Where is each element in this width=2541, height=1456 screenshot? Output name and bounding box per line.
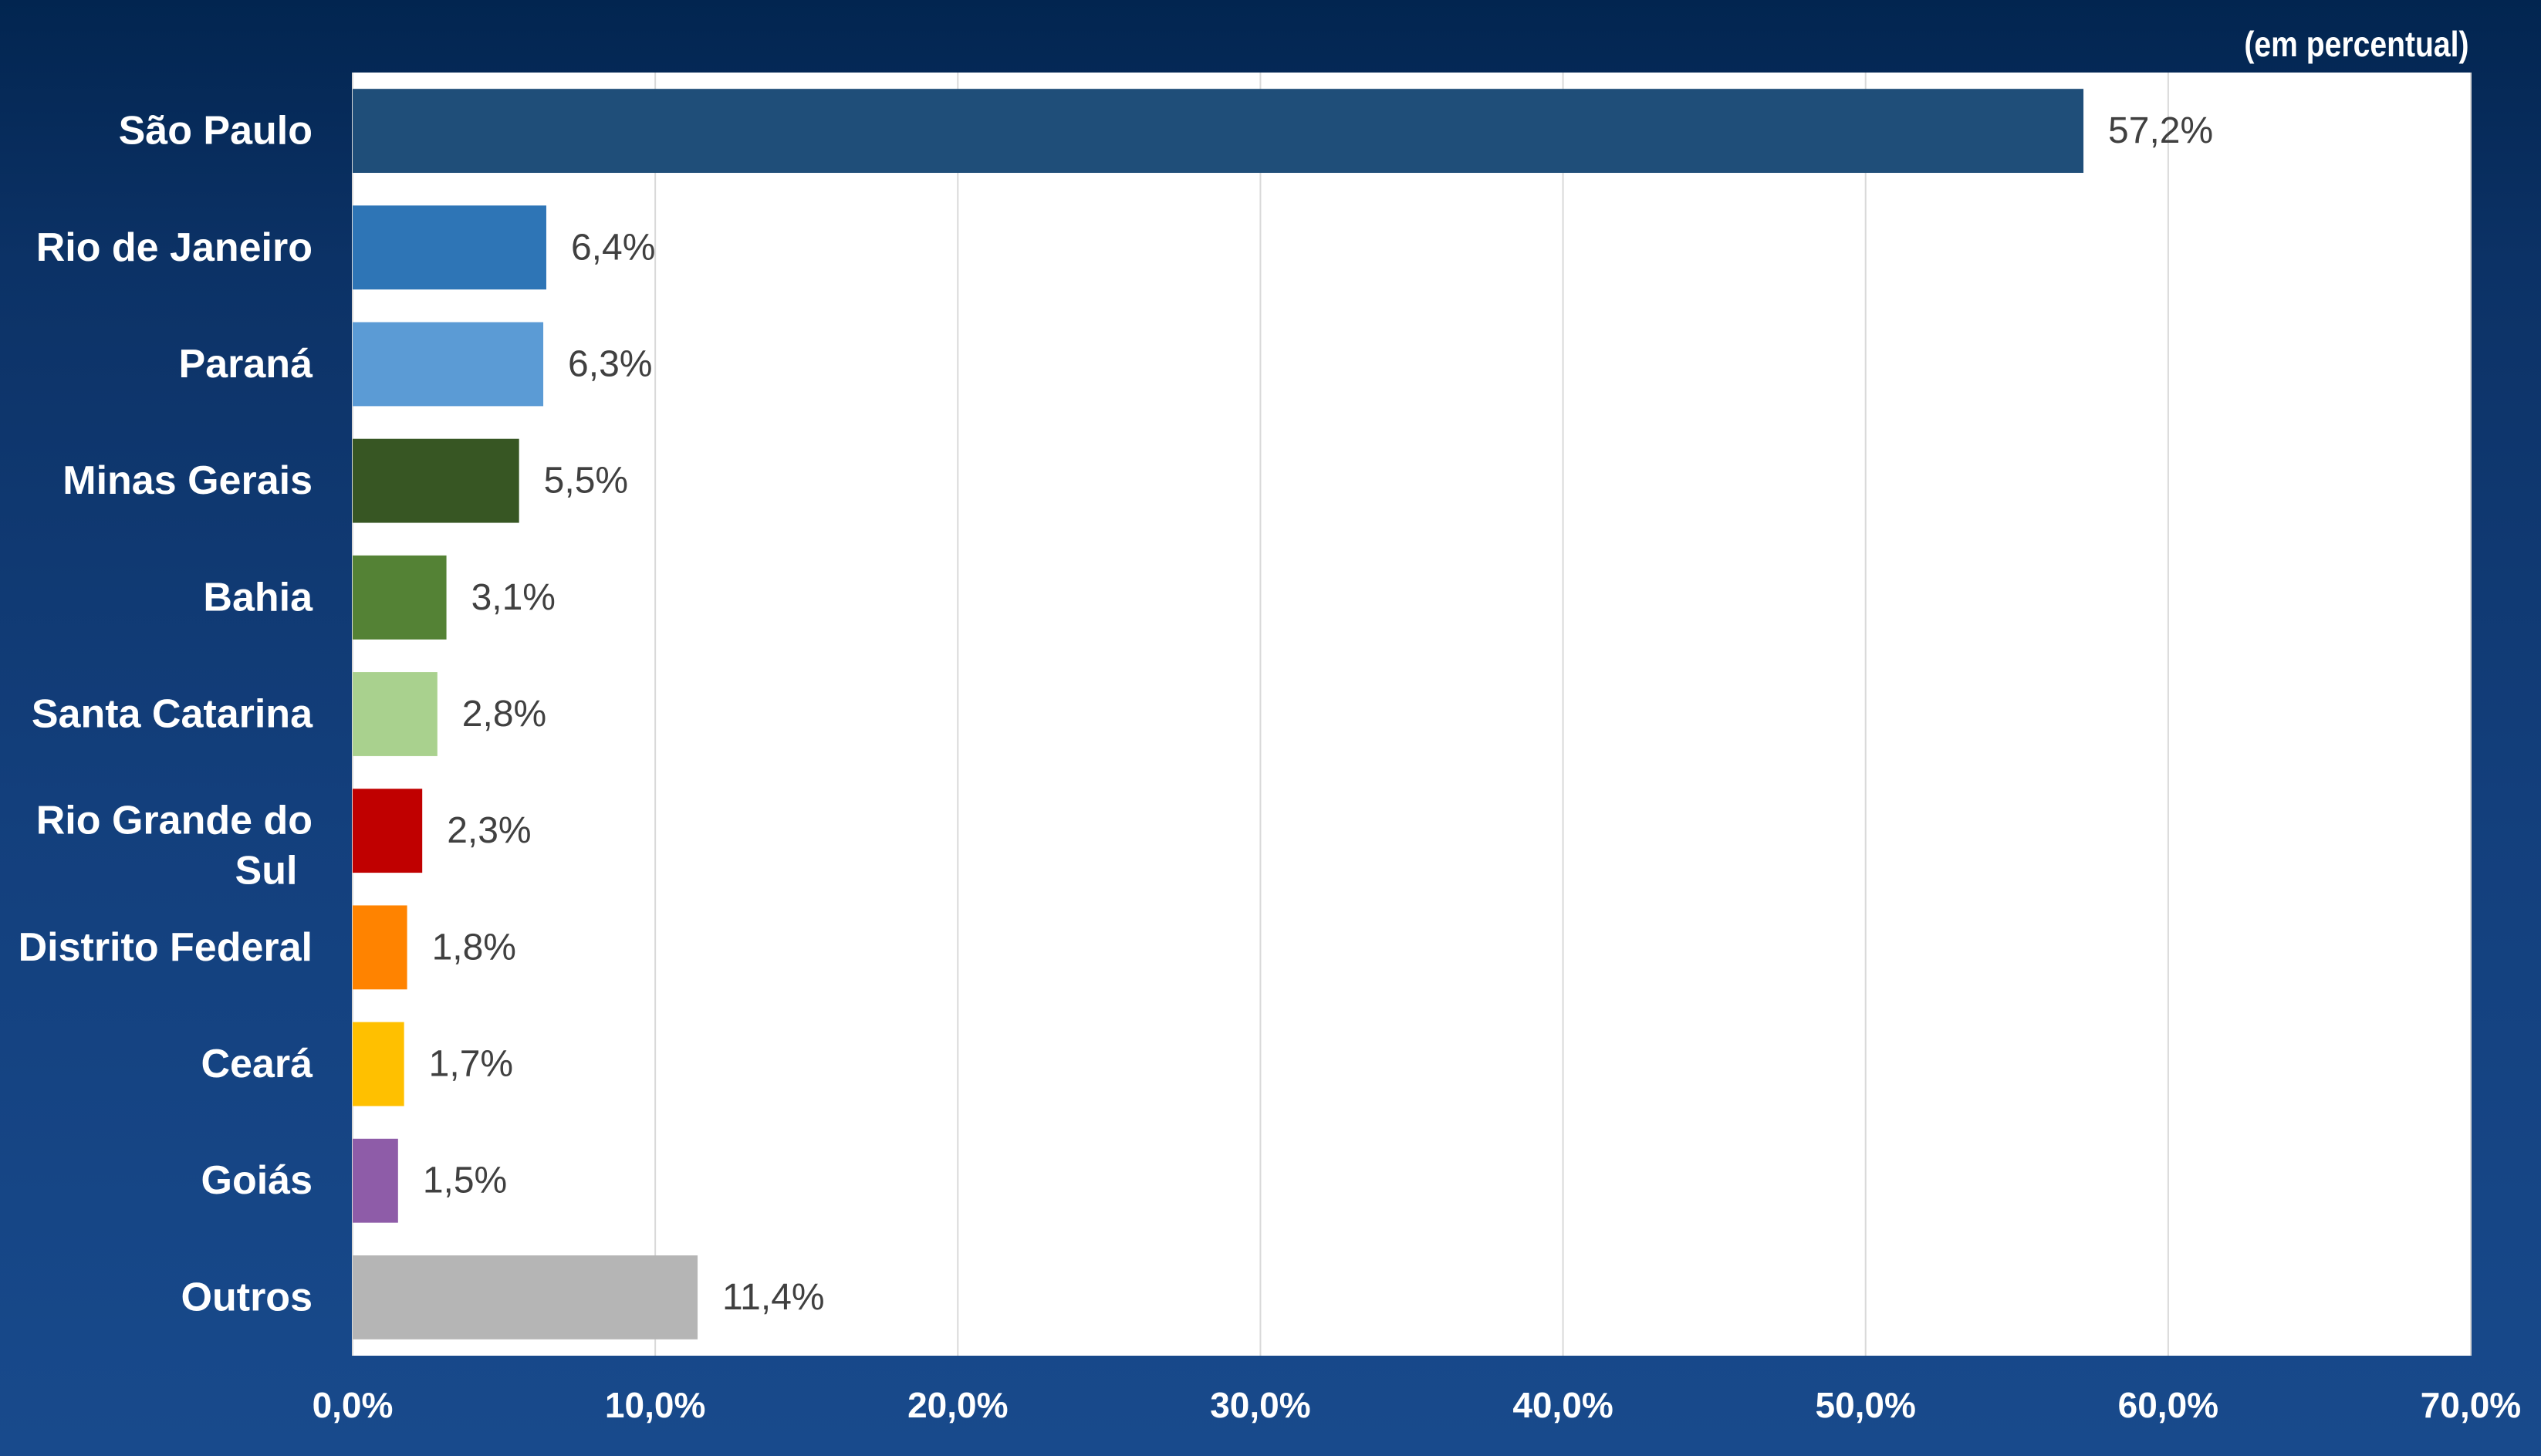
data-label: 2,8% — [462, 694, 546, 735]
category-labels: São Paulo Rio de Janeiro Paraná Minas Gerai… — [19, 109, 313, 1320]
data-label: 3,1% — [471, 577, 556, 618]
data-label: 6,3% — [568, 343, 652, 384]
data-label: 5,5% — [544, 461, 628, 502]
x-tick-label: 60,0% — [2118, 1385, 2218, 1425]
data-label: 2,3% — [447, 810, 531, 851]
bar — [353, 789, 423, 873]
x-axis-tick-labels: 0,0% 10,0% 20,0% 30,0% 40,0% 50,0% 60,0% 70,0% — [313, 1385, 2522, 1425]
x-tick-label: 10,0% — [605, 1385, 705, 1425]
plot-area — [353, 73, 2471, 1356]
category-label: Bahia — [203, 575, 313, 620]
category-label: Rio Grande do Sul — [36, 799, 313, 894]
bar — [353, 1022, 404, 1106]
bar — [353, 555, 447, 640]
x-tick-label: 0,0% — [313, 1385, 394, 1425]
data-label: 57,2% — [2108, 110, 2213, 151]
bars — [353, 89, 2084, 1339]
bar — [353, 1138, 398, 1223]
category-label: Rio de Janeiro — [36, 225, 313, 270]
x-tick-label: 70,0% — [2421, 1385, 2521, 1425]
bar — [353, 322, 544, 407]
bar — [353, 905, 407, 990]
bar — [353, 438, 519, 523]
category-label: Santa Catarina — [32, 692, 313, 737]
bar — [353, 672, 438, 756]
category-label: Distrito Federal — [19, 925, 313, 970]
category-label: Ceará — [201, 1042, 313, 1086]
category-label: Outros — [181, 1275, 313, 1319]
data-labels: 57,2% 6,4% 6,3% 5,5% 3,1% 2,8% 2,3% 1,8% 1,7% 1,5… — [423, 110, 2213, 1318]
unit-note: (em percentual) — [2244, 24, 2469, 64]
data-label: 1,5% — [423, 1160, 507, 1201]
category-label: Goiás — [201, 1158, 313, 1203]
category-label: Minas Gerais — [63, 458, 313, 503]
x-tick-label: 20,0% — [907, 1385, 1008, 1425]
category-label: São Paulo — [119, 109, 313, 154]
data-label: 11,4% — [722, 1277, 825, 1318]
x-tick-label: 30,0% — [1210, 1385, 1310, 1425]
data-label: 6,4% — [571, 227, 655, 268]
data-label: 1,7% — [429, 1044, 513, 1085]
x-tick-label: 50,0% — [1815, 1385, 1915, 1425]
category-label: Paraná — [179, 342, 314, 387]
bar — [353, 89, 2084, 174]
x-tick-label: 40,0% — [1512, 1385, 1613, 1425]
data-label: 1,8% — [432, 927, 516, 968]
bar — [353, 1255, 698, 1339]
bar — [353, 205, 546, 290]
